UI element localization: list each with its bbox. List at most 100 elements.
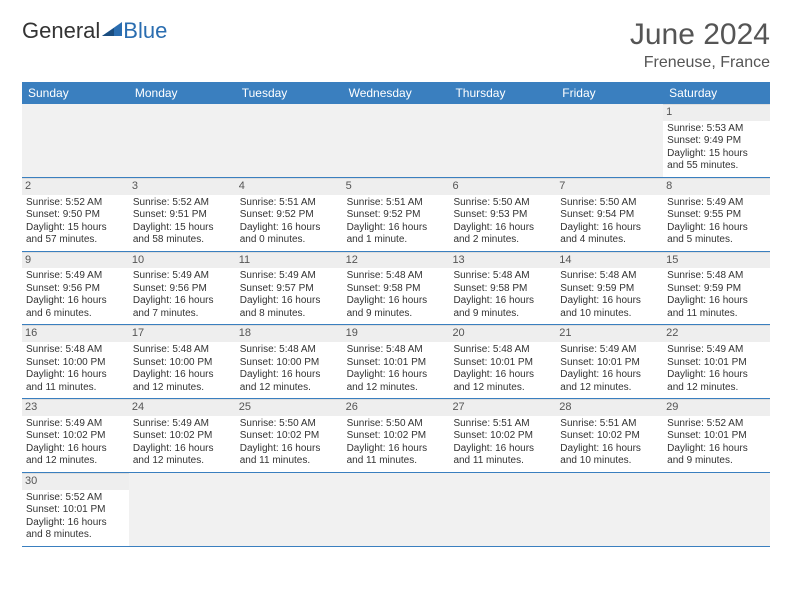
- day-header: Thursday: [449, 82, 556, 104]
- day-number: 16: [22, 325, 129, 342]
- day-cell: 22Sunrise: 5:49 AMSunset: 10:01 PMDaylig…: [663, 325, 770, 398]
- day-sunrise: Sunrise: 5:52 AM: [133, 197, 232, 210]
- day-daylight2: and 10 minutes.: [560, 455, 659, 468]
- day-sunset: Sunset: 9:58 PM: [347, 283, 446, 296]
- day-header: Tuesday: [236, 82, 343, 104]
- day-cell-empty: [663, 473, 770, 546]
- week-row: 1Sunrise: 5:53 AMSunset: 9:49 PMDaylight…: [22, 104, 770, 178]
- day-number: 21: [556, 325, 663, 342]
- day-cell: 23Sunrise: 5:49 AMSunset: 10:02 PMDaylig…: [22, 399, 129, 472]
- day-number: 25: [236, 399, 343, 416]
- day-cell-empty: [236, 473, 343, 546]
- day-daylight2: and 57 minutes.: [26, 234, 125, 247]
- day-number: 18: [236, 325, 343, 342]
- day-cell: 26Sunrise: 5:50 AMSunset: 10:02 PMDaylig…: [343, 399, 450, 472]
- day-cell-empty: [449, 473, 556, 546]
- day-sunrise: Sunrise: 5:49 AM: [26, 270, 125, 283]
- day-sunset: Sunset: 10:00 PM: [26, 357, 125, 370]
- day-cell: 24Sunrise: 5:49 AMSunset: 10:02 PMDaylig…: [129, 399, 236, 472]
- day-daylight1: Daylight: 16 hours: [347, 443, 446, 456]
- day-header: Monday: [129, 82, 236, 104]
- day-header: Sunday: [22, 82, 129, 104]
- day-header-row: SundayMondayTuesdayWednesdayThursdayFrid…: [22, 82, 770, 104]
- day-sunset: Sunset: 9:56 PM: [133, 283, 232, 296]
- day-daylight2: and 12 minutes.: [560, 382, 659, 395]
- weeks-container: 1Sunrise: 5:53 AMSunset: 9:49 PMDaylight…: [22, 104, 770, 547]
- day-daylight1: Daylight: 16 hours: [26, 369, 125, 382]
- day-daylight1: Daylight: 16 hours: [667, 295, 766, 308]
- day-sunset: Sunset: 10:02 PM: [347, 430, 446, 443]
- day-number: 14: [556, 252, 663, 269]
- day-sunset: Sunset: 9:56 PM: [26, 283, 125, 296]
- day-cell: 13Sunrise: 5:48 AMSunset: 9:58 PMDayligh…: [449, 252, 556, 325]
- day-cell: 12Sunrise: 5:48 AMSunset: 9:58 PMDayligh…: [343, 252, 450, 325]
- day-daylight2: and 12 minutes.: [133, 455, 232, 468]
- location-label: Freneuse, France: [630, 54, 770, 72]
- day-sunset: Sunset: 9:52 PM: [347, 209, 446, 222]
- week-row: 30Sunrise: 5:52 AMSunset: 10:01 PMDaylig…: [22, 473, 770, 547]
- day-cell-empty: [343, 104, 450, 177]
- day-sunset: Sunset: 9:58 PM: [453, 283, 552, 296]
- day-sunrise: Sunrise: 5:48 AM: [560, 270, 659, 283]
- day-daylight2: and 0 minutes.: [240, 234, 339, 247]
- day-number: 8: [663, 178, 770, 195]
- day-number: 19: [343, 325, 450, 342]
- day-cell: 6Sunrise: 5:50 AMSunset: 9:53 PMDaylight…: [449, 178, 556, 251]
- day-cell: 5Sunrise: 5:51 AMSunset: 9:52 PMDaylight…: [343, 178, 450, 251]
- day-sunset: Sunset: 9:52 PM: [240, 209, 339, 222]
- day-daylight1: Daylight: 16 hours: [133, 295, 232, 308]
- day-cell: 18Sunrise: 5:48 AMSunset: 10:00 PMDaylig…: [236, 325, 343, 398]
- day-sunrise: Sunrise: 5:48 AM: [453, 344, 552, 357]
- day-number: 20: [449, 325, 556, 342]
- day-daylight2: and 11 minutes.: [453, 455, 552, 468]
- day-daylight2: and 12 minutes.: [133, 382, 232, 395]
- day-sunset: Sunset: 10:02 PM: [240, 430, 339, 443]
- day-sunrise: Sunrise: 5:52 AM: [26, 492, 125, 505]
- day-cell: 28Sunrise: 5:51 AMSunset: 10:02 PMDaylig…: [556, 399, 663, 472]
- day-number: 22: [663, 325, 770, 342]
- day-sunset: Sunset: 9:51 PM: [133, 209, 232, 222]
- day-daylight1: Daylight: 16 hours: [560, 369, 659, 382]
- day-daylight2: and 12 minutes.: [453, 382, 552, 395]
- day-number: 24: [129, 399, 236, 416]
- title-block: June 2024 Freneuse, France: [630, 18, 770, 72]
- day-sunset: Sunset: 9:59 PM: [667, 283, 766, 296]
- day-daylight2: and 6 minutes.: [26, 308, 125, 321]
- day-sunrise: Sunrise: 5:53 AM: [667, 123, 766, 136]
- day-sunrise: Sunrise: 5:49 AM: [133, 270, 232, 283]
- day-sunrise: Sunrise: 5:51 AM: [560, 418, 659, 431]
- day-sunrise: Sunrise: 5:52 AM: [26, 197, 125, 210]
- day-daylight1: Daylight: 16 hours: [240, 369, 339, 382]
- day-daylight1: Daylight: 16 hours: [347, 369, 446, 382]
- day-sunrise: Sunrise: 5:49 AM: [240, 270, 339, 283]
- day-sunset: Sunset: 10:00 PM: [133, 357, 232, 370]
- day-daylight1: Daylight: 16 hours: [240, 222, 339, 235]
- day-cell: 3Sunrise: 5:52 AMSunset: 9:51 PMDaylight…: [129, 178, 236, 251]
- day-sunrise: Sunrise: 5:50 AM: [240, 418, 339, 431]
- day-daylight1: Daylight: 16 hours: [26, 517, 125, 530]
- day-daylight2: and 8 minutes.: [240, 308, 339, 321]
- day-daylight2: and 12 minutes.: [667, 382, 766, 395]
- day-sunset: Sunset: 10:02 PM: [133, 430, 232, 443]
- day-sunrise: Sunrise: 5:49 AM: [560, 344, 659, 357]
- day-header: Friday: [556, 82, 663, 104]
- day-sunset: Sunset: 9:49 PM: [667, 135, 766, 148]
- week-row: 16Sunrise: 5:48 AMSunset: 10:00 PMDaylig…: [22, 325, 770, 399]
- day-cell: 16Sunrise: 5:48 AMSunset: 10:00 PMDaylig…: [22, 325, 129, 398]
- day-number: 12: [343, 252, 450, 269]
- day-header: Saturday: [663, 82, 770, 104]
- day-sunset: Sunset: 9:54 PM: [560, 209, 659, 222]
- day-cell: 11Sunrise: 5:49 AMSunset: 9:57 PMDayligh…: [236, 252, 343, 325]
- day-daylight1: Daylight: 16 hours: [133, 369, 232, 382]
- day-cell: 8Sunrise: 5:49 AMSunset: 9:55 PMDaylight…: [663, 178, 770, 251]
- header: General Blue June 2024 Freneuse, France: [22, 18, 770, 72]
- day-daylight1: Daylight: 16 hours: [560, 295, 659, 308]
- day-number: 13: [449, 252, 556, 269]
- day-sunset: Sunset: 9:57 PM: [240, 283, 339, 296]
- day-sunset: Sunset: 9:50 PM: [26, 209, 125, 222]
- day-daylight1: Daylight: 16 hours: [560, 222, 659, 235]
- day-daylight2: and 12 minutes.: [240, 382, 339, 395]
- day-sunrise: Sunrise: 5:49 AM: [133, 418, 232, 431]
- day-cell: 17Sunrise: 5:48 AMSunset: 10:00 PMDaylig…: [129, 325, 236, 398]
- day-cell: 27Sunrise: 5:51 AMSunset: 10:02 PMDaylig…: [449, 399, 556, 472]
